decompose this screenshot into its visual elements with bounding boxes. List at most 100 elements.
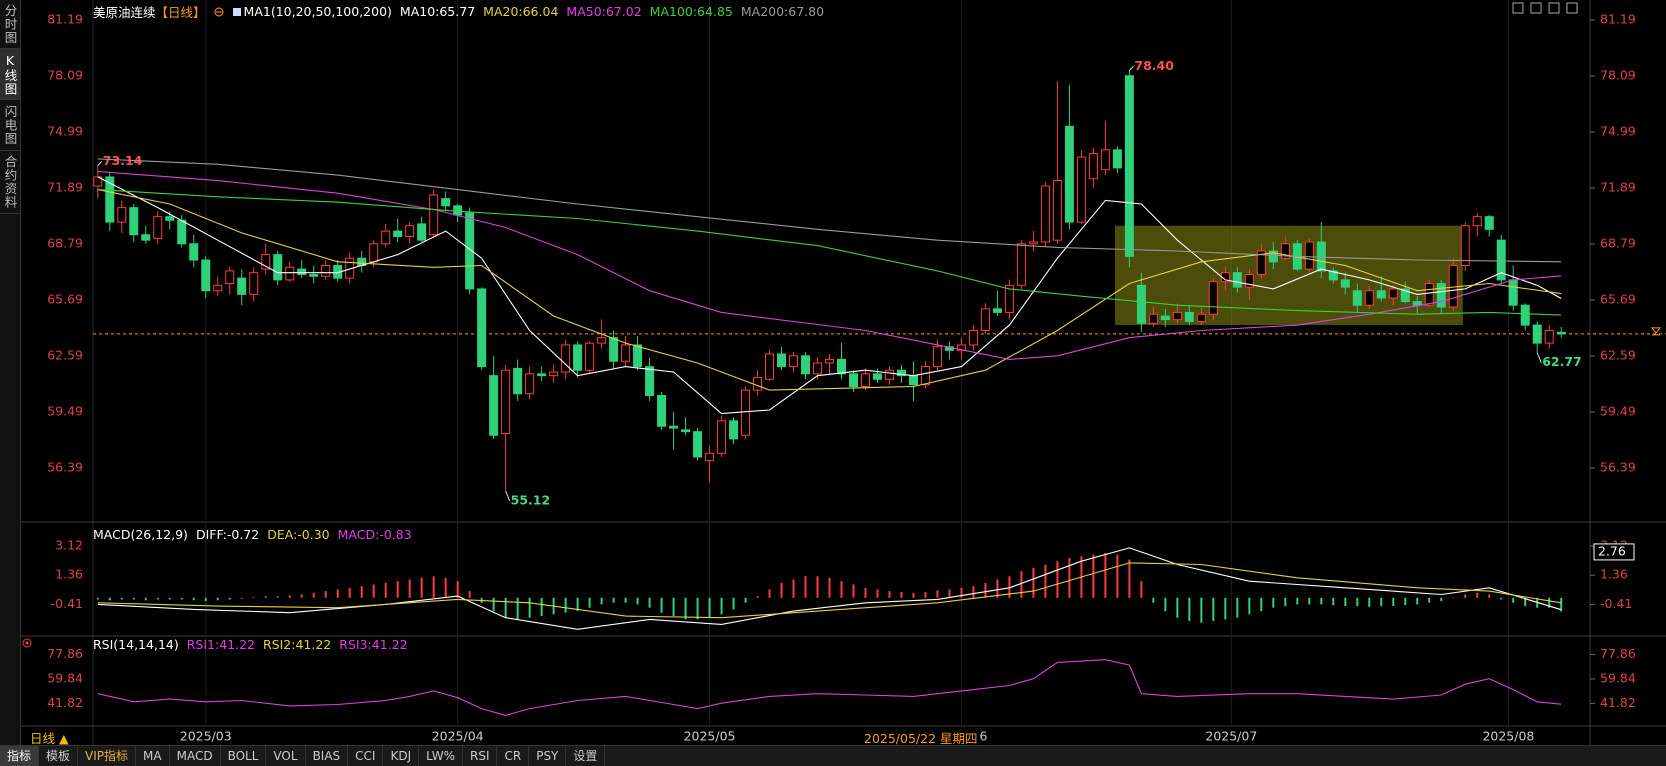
candle-body [932, 346, 942, 368]
macd-bar [348, 587, 351, 598]
toolbar-button[interactable]: VIP指标 [78, 746, 137, 766]
tab[interactable]: 分时图 [0, 0, 20, 49]
legend-entry: MACD:-0.83 [337, 527, 412, 542]
macd-bar [816, 576, 819, 598]
macd-bar [528, 597, 531, 618]
toolbar-button[interactable]: MACD [170, 746, 221, 766]
settings-icon[interactable] [22, 638, 32, 648]
toolbar-button[interactable]: MA [136, 746, 170, 766]
candle-body [1028, 241, 1038, 245]
macd-bar [1272, 597, 1275, 608]
macd-bar [600, 597, 603, 605]
toolbar-button[interactable]: BIAS [306, 746, 349, 766]
tab[interactable]: 闪电图 [0, 100, 20, 151]
y-tick-label: 74.99 [47, 123, 83, 138]
candle-body [1268, 250, 1278, 263]
rsi-legend: RSI(14,14,14) RSI1:41.22 RSI2:41.22 RSI3:4… [93, 637, 408, 652]
candle-body [453, 205, 463, 216]
candle-body [321, 264, 331, 277]
toolbar-button[interactable]: 指标 [0, 746, 40, 766]
macd-bar [996, 579, 999, 598]
y-tick-label: 71.89 [1600, 179, 1636, 194]
macd-bar [504, 597, 507, 618]
macd-bar [1260, 597, 1263, 612]
candle-body [1304, 241, 1314, 270]
macd-bar [972, 586, 975, 598]
macd-bar [1488, 594, 1491, 598]
candle-body [1040, 185, 1050, 243]
macd-bar [720, 597, 723, 615]
macd-bar [984, 582, 987, 598]
toolbar-button[interactable]: CCI [348, 746, 384, 766]
macd-bar [468, 591, 471, 598]
legend-entry: RSI1:41.22 [186, 637, 255, 652]
macd-bar [708, 597, 711, 618]
candle-body [561, 344, 571, 373]
candle-body [872, 373, 882, 380]
toolbar-button[interactable]: VOL [266, 746, 306, 766]
macd-bar [1524, 597, 1527, 607]
macd-bar [1056, 561, 1059, 598]
candle-body [681, 429, 691, 433]
period-button[interactable]: 日线 ▲ [30, 731, 69, 746]
toolbar-button[interactable]: RSI [463, 746, 498, 766]
toolbar-button[interactable]: 模板 [39, 746, 79, 766]
toolbar-button[interactable]: LW% [419, 746, 463, 766]
toolbar-button[interactable]: PSY [529, 746, 567, 766]
macd-bar [624, 597, 627, 603]
macd-bar [372, 584, 375, 598]
candle-body [537, 373, 547, 377]
y-tick-label: 78.09 [1600, 67, 1636, 82]
toolbar-button[interactable]: BOLL [221, 746, 267, 766]
macd-bar [1380, 597, 1383, 607]
macd-bar [780, 582, 783, 598]
candle-body [1352, 290, 1362, 306]
legend-entry: DIFF:-0.72 [195, 527, 260, 542]
macd-bar [1560, 597, 1563, 612]
macd-bar [1224, 597, 1227, 620]
candle-body [896, 369, 906, 377]
icon[interactable] [1548, 2, 1560, 14]
macd-bar [456, 581, 459, 598]
candle-body [1520, 304, 1530, 326]
indicator-icon[interactable] [232, 7, 242, 17]
macd-bar [1320, 597, 1323, 605]
macd-bar [756, 596, 759, 598]
macd-bar [516, 597, 519, 620]
candle-body [1256, 250, 1266, 275]
y-tick-label: 56.39 [47, 459, 83, 474]
macd-bar [1164, 597, 1167, 612]
window-icons [1512, 2, 1578, 14]
icon[interactable] [1530, 2, 1542, 14]
candle-body [1556, 331, 1566, 335]
icon[interactable] [1566, 2, 1578, 14]
candle-body [465, 212, 475, 290]
candle-body [1004, 284, 1014, 313]
y-tick-label: 41.82 [1600, 695, 1636, 710]
candle-body [393, 230, 403, 238]
tab[interactable]: 合约资料 [0, 151, 20, 214]
macd-bar [744, 597, 747, 603]
toolbar-button[interactable]: 设置 [566, 746, 606, 766]
macd-bar [1284, 597, 1287, 607]
macd-bar [1416, 597, 1419, 605]
macd-bar [1248, 597, 1251, 615]
macd-bar [96, 597, 99, 600]
macd-bar [1308, 597, 1311, 605]
macd-bar [108, 597, 111, 601]
macd-bar [228, 597, 231, 600]
y-tick-label: 3.12 [55, 537, 83, 552]
toolbar-button[interactable]: CR [497, 746, 530, 766]
candle-body [657, 395, 667, 427]
tab[interactable]: K线图 [0, 49, 20, 100]
toolbar-button[interactable]: KDJ [383, 746, 420, 766]
legend-entry: MA50:67.02 [566, 4, 642, 19]
last-price-marker [1650, 327, 1662, 336]
candle-body [1232, 272, 1242, 288]
indicator-line [97, 562, 1562, 619]
icon[interactable] [1512, 2, 1524, 14]
candle-body [1160, 315, 1170, 321]
collapse-icon[interactable] [214, 7, 224, 17]
macd-bar [540, 597, 543, 617]
candle-body [837, 358, 846, 375]
